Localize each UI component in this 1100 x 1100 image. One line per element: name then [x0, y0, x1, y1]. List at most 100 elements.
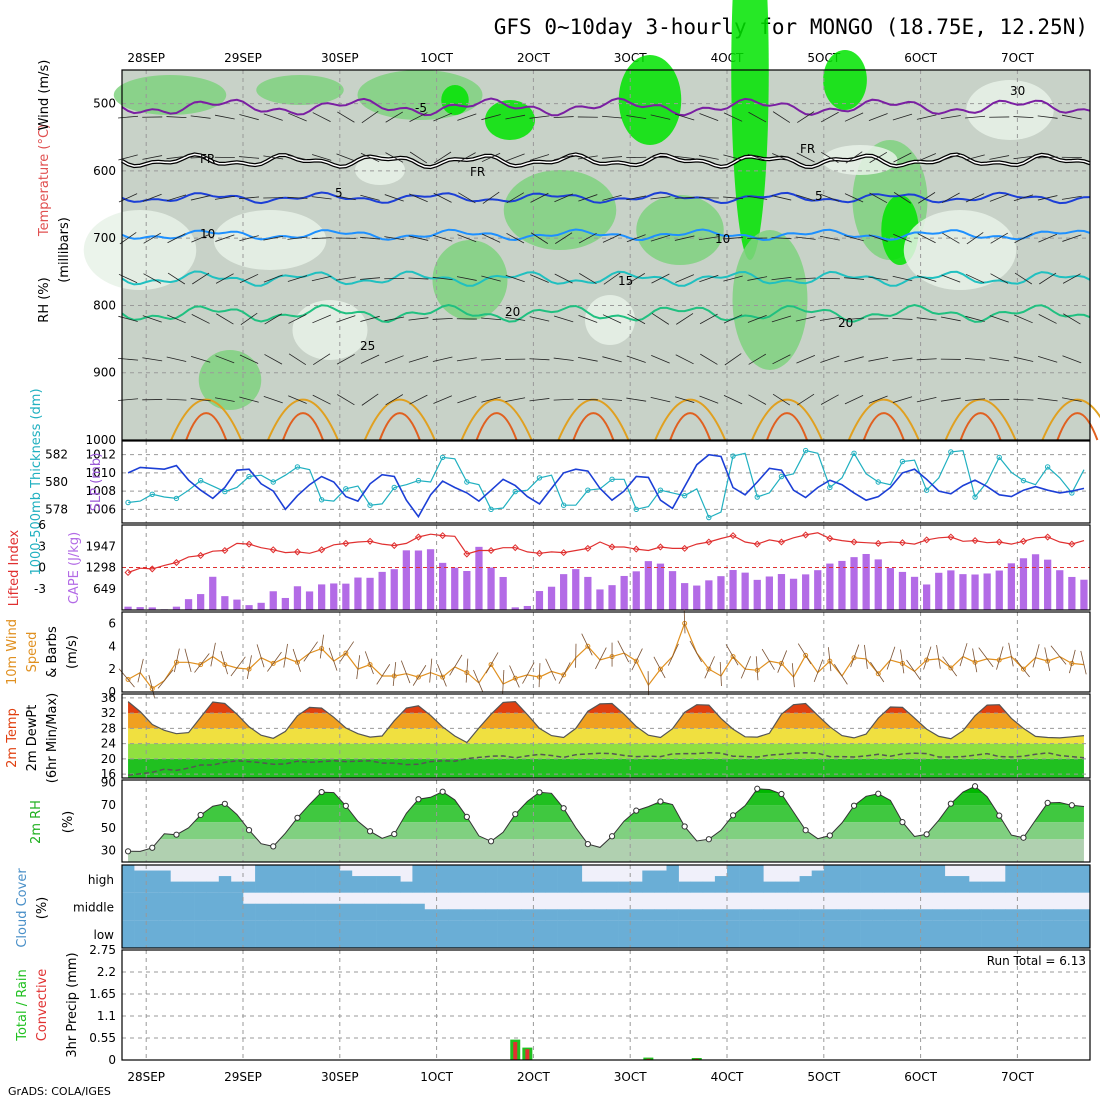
thickness-marker: [657, 487, 664, 493]
rh-marker: [1044, 799, 1051, 806]
temp-band: [128, 701, 1084, 714]
isotherm-25: [170, 398, 243, 441]
isotherm-5: [121, 191, 1091, 205]
cape-bar: [729, 570, 737, 610]
wind-barb: [263, 113, 283, 121]
cape-bar: [898, 571, 907, 610]
wind-barb: [481, 233, 501, 243]
cloud-bar-middle: [642, 909, 655, 921]
wind-barb: [384, 355, 404, 364]
isotherm-label: 15: [618, 274, 633, 288]
wind-barb: [989, 357, 1010, 362]
cloud-bar-high: [1065, 865, 1079, 893]
wind-barb: [772, 354, 791, 365]
lifted-marker: [681, 544, 689, 552]
wind-barb-10m: [833, 664, 848, 685]
wind-barb: [190, 355, 211, 363]
wind-barb: [239, 196, 260, 200]
cloud-bar-low: [872, 920, 885, 948]
wind-barb: [481, 275, 501, 282]
temp-tick-label: 32: [101, 706, 116, 720]
wind-barb: [748, 394, 767, 405]
x-tick-label-bottom: 1OCT: [420, 1070, 453, 1084]
rh-marker: [391, 830, 398, 838]
wind-barb: [965, 273, 985, 284]
wind-barb: [868, 113, 888, 122]
cloud-layer-label: low: [94, 928, 115, 942]
wind-barb: [724, 353, 742, 366]
wind-barb: [142, 357, 163, 362]
isotherm-30: [378, 412, 421, 441]
thickness-marker: [222, 488, 228, 495]
wind-barb: [1062, 234, 1082, 242]
wind-barb: [505, 274, 525, 283]
wind-barb: [965, 115, 986, 119]
wind-barb: [941, 153, 961, 162]
wind-speed-marker: [270, 660, 276, 666]
wind-barb-10m: [689, 640, 702, 663]
cloud-bar-middle: [896, 909, 909, 921]
wind-barb-10m: [972, 648, 978, 673]
rh-shade-patch: [732, 230, 808, 370]
cloud-bar-high: [472, 865, 486, 893]
wind-barb: [337, 111, 355, 123]
lifted-tick-label: 0: [38, 561, 46, 575]
wind-barb: [869, 192, 888, 204]
cape-bar: [354, 577, 362, 610]
rh-shade-patch: [503, 170, 617, 250]
thickness-tick-label: 580: [45, 475, 68, 489]
cape-bar: [318, 584, 326, 610]
thickness-marker: [464, 479, 470, 485]
wind-barb: [190, 398, 211, 402]
slp-axis-label: SLP (mb): [89, 453, 104, 512]
x-tick-label-bottom: 29SEP: [224, 1070, 262, 1084]
precip-tick-label: 1.1: [97, 1009, 116, 1023]
wind-speed-marker: [1045, 658, 1051, 664]
cape-axis-label: CAPE (J/kg): [67, 532, 82, 604]
thickness-marker: [197, 477, 204, 484]
wind-barb-10m: [157, 669, 174, 689]
wind-barb: [288, 353, 307, 366]
lifted-axis-label: Lifted Index: [7, 529, 22, 606]
cloud-bar-low: [182, 920, 195, 948]
lifted-marker: [753, 540, 761, 548]
cloud-bar-high: [376, 876, 389, 893]
wind-barb: [1013, 356, 1034, 362]
wind-speed-marker: [706, 666, 712, 672]
cloud-bar-middle: [267, 903, 280, 921]
pressure-tick-label: 1000: [85, 433, 116, 447]
wind-barb: [821, 151, 839, 163]
cloud-bar-low: [255, 920, 268, 948]
cloud-bar-middle: [303, 903, 316, 921]
rh-marker: [149, 844, 156, 851]
cloud-bar-high: [908, 865, 921, 893]
wind-barb: [312, 314, 332, 324]
wind-barb: [965, 154, 985, 161]
wind-barb: [360, 194, 380, 201]
wind-barb-10m: [906, 659, 921, 680]
cloud-bar-high: [763, 881, 776, 893]
wind-barb-10m: [996, 646, 1004, 670]
wind-barb: [553, 398, 574, 401]
thickness-marker: [270, 479, 276, 485]
wind-barb: [578, 194, 598, 202]
cape-bar: [330, 583, 338, 610]
isotherm-25: [944, 398, 1017, 441]
wind-barb: [313, 353, 331, 366]
wind-barb: [215, 273, 234, 284]
wind-barb: [627, 313, 646, 325]
wind-barb: [844, 356, 864, 363]
isotherm-25: [267, 398, 339, 441]
cloud-bar-low: [315, 920, 328, 948]
wind-barb: [917, 233, 936, 244]
wind-barb-10m: [755, 656, 759, 681]
wind-barb: [555, 232, 573, 244]
rh-marker: [366, 828, 374, 835]
cloud-bar-high: [823, 865, 837, 893]
cape-bar: [293, 586, 302, 610]
rh-marker: [996, 812, 1003, 819]
cloud-bar-middle: [400, 903, 413, 921]
wind-speed-marker: [149, 686, 155, 692]
cloud-bar-high: [1041, 865, 1054, 893]
wind-barb: [529, 398, 550, 402]
